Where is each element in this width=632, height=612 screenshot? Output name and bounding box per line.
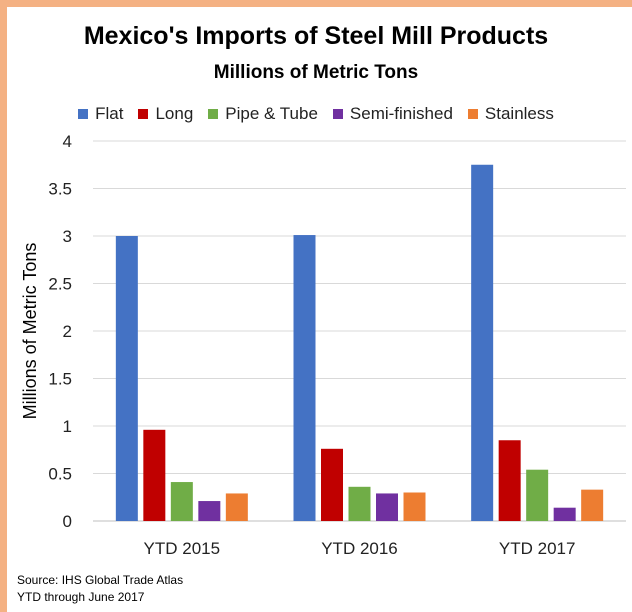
bar — [293, 235, 316, 522]
bar — [376, 493, 398, 521]
legend-swatch — [332, 109, 343, 119]
y-tick-label: 0 — [63, 512, 72, 531]
period-note: YTD through June 2017 — [17, 590, 145, 604]
bar — [526, 469, 549, 521]
bar — [348, 486, 371, 521]
legend-item: Stainless — [467, 104, 554, 124]
bar — [471, 164, 494, 521]
legend-label: Stainless — [484, 104, 554, 123]
bar — [581, 489, 604, 521]
source-note: Source: IHS Global Trade Atlas — [17, 573, 184, 587]
legend-label: Semi-finished — [349, 104, 453, 123]
legend-item: Semi-finished — [332, 104, 453, 124]
x-tick-label: YTD 2015 — [144, 539, 221, 558]
legend-label: Long — [155, 104, 194, 123]
bar — [115, 236, 138, 521]
y-axis-label: Millions of Metric Tons — [20, 243, 40, 420]
chart-legend: Flat Long Pipe & Tube Semi-finished Stainles… — [0, 104, 632, 124]
y-tick-label: 1.5 — [48, 370, 72, 389]
chart-title: Mexico's Imports of Steel Mill Products — [83, 22, 549, 50]
y-tick-label: 2.5 — [48, 275, 72, 294]
y-tick-label: 3 — [63, 227, 72, 246]
bar — [553, 507, 576, 521]
y-tick-label: 2 — [63, 322, 72, 341]
bar — [321, 448, 343, 521]
bar — [198, 501, 221, 521]
bar — [498, 440, 521, 521]
bar — [403, 492, 426, 521]
y-tick-label: 3.5 — [48, 180, 72, 199]
y-tick-label: 0.5 — [48, 465, 72, 484]
legend-item: Flat — [78, 104, 123, 124]
legend-swatch — [208, 109, 219, 119]
legend-label: Flat — [95, 104, 124, 123]
legend-item: Pipe & Tube — [208, 104, 318, 124]
legend-swatch — [78, 109, 89, 119]
legend-swatch — [138, 109, 149, 119]
bar — [225, 493, 248, 521]
bar — [170, 482, 193, 521]
legend-swatch — [467, 109, 478, 119]
y-tick-label: 1 — [63, 417, 72, 436]
bar — [143, 429, 166, 521]
chart-subtitle: Millions of Metric Tons — [213, 62, 419, 83]
x-tick-label: YTD 2016 — [321, 539, 398, 558]
x-tick-label: YTD 2017 — [499, 539, 576, 558]
legend-label: Pipe & Tube — [225, 104, 318, 123]
legend-item: Long — [138, 104, 193, 124]
y-tick-label: 4 — [63, 132, 72, 151]
